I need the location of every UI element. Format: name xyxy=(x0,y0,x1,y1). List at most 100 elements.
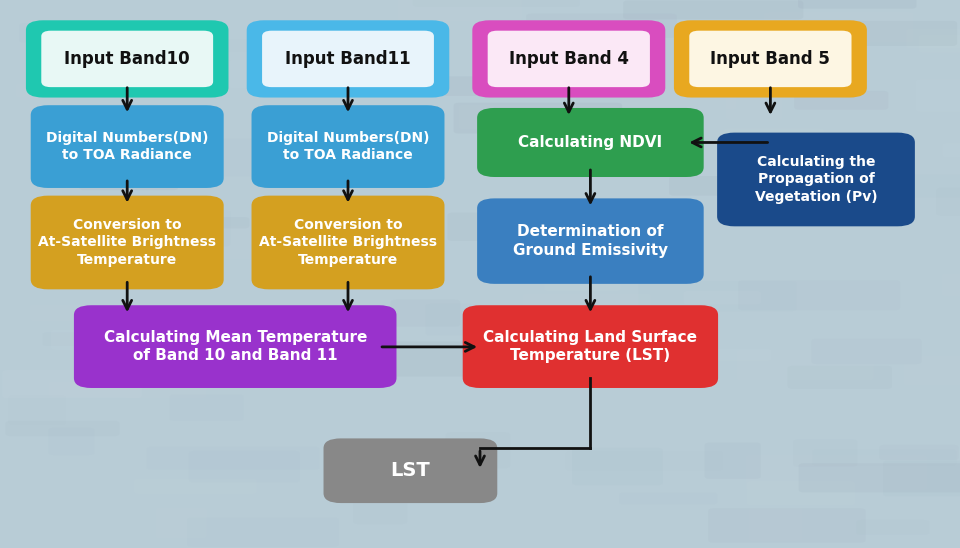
FancyBboxPatch shape xyxy=(916,79,960,112)
FancyBboxPatch shape xyxy=(799,463,960,493)
FancyBboxPatch shape xyxy=(77,210,230,247)
FancyBboxPatch shape xyxy=(631,216,782,246)
FancyBboxPatch shape xyxy=(31,105,224,188)
FancyBboxPatch shape xyxy=(156,507,206,538)
FancyBboxPatch shape xyxy=(41,31,213,87)
Text: Conversion to
At-Satellite Brightness
Temperature: Conversion to At-Satellite Brightness Te… xyxy=(259,218,437,267)
FancyBboxPatch shape xyxy=(169,395,244,421)
FancyBboxPatch shape xyxy=(150,246,210,276)
FancyBboxPatch shape xyxy=(526,14,677,38)
FancyBboxPatch shape xyxy=(26,20,228,98)
FancyBboxPatch shape xyxy=(477,198,704,284)
FancyBboxPatch shape xyxy=(715,349,772,361)
FancyBboxPatch shape xyxy=(247,20,449,98)
FancyBboxPatch shape xyxy=(522,294,651,315)
FancyBboxPatch shape xyxy=(2,370,142,398)
FancyBboxPatch shape xyxy=(57,65,186,97)
FancyBboxPatch shape xyxy=(749,507,803,541)
FancyBboxPatch shape xyxy=(477,108,704,177)
FancyBboxPatch shape xyxy=(689,31,852,87)
Text: Digital Numbers(DN)
to TOA Radiance: Digital Numbers(DN) to TOA Radiance xyxy=(267,131,429,162)
FancyBboxPatch shape xyxy=(99,37,170,49)
FancyBboxPatch shape xyxy=(324,438,497,503)
Text: Calculating Mean Temperature
of Band 10 and Band 11: Calculating Mean Temperature of Band 10 … xyxy=(104,330,367,363)
FancyBboxPatch shape xyxy=(187,517,339,547)
FancyBboxPatch shape xyxy=(943,143,960,157)
FancyBboxPatch shape xyxy=(425,304,475,335)
FancyBboxPatch shape xyxy=(592,55,632,81)
FancyBboxPatch shape xyxy=(927,45,960,61)
Text: Calculating NDVI: Calculating NDVI xyxy=(518,135,662,150)
FancyBboxPatch shape xyxy=(798,0,917,9)
FancyBboxPatch shape xyxy=(112,217,250,229)
FancyBboxPatch shape xyxy=(74,305,396,388)
FancyBboxPatch shape xyxy=(31,196,224,289)
Text: Calculating the
Propagation of
Vegetation (Pv): Calculating the Propagation of Vegetatio… xyxy=(755,155,877,204)
FancyBboxPatch shape xyxy=(747,481,855,505)
FancyBboxPatch shape xyxy=(42,332,156,346)
FancyBboxPatch shape xyxy=(883,461,960,496)
FancyBboxPatch shape xyxy=(736,350,874,380)
FancyBboxPatch shape xyxy=(846,21,957,46)
FancyBboxPatch shape xyxy=(329,56,411,83)
FancyBboxPatch shape xyxy=(30,304,136,322)
FancyBboxPatch shape xyxy=(684,291,761,305)
FancyBboxPatch shape xyxy=(669,176,802,196)
FancyBboxPatch shape xyxy=(906,28,960,49)
FancyBboxPatch shape xyxy=(572,448,663,485)
FancyBboxPatch shape xyxy=(726,96,782,120)
FancyBboxPatch shape xyxy=(229,60,359,88)
FancyBboxPatch shape xyxy=(619,492,717,505)
FancyBboxPatch shape xyxy=(48,428,94,455)
Text: Input Band 4: Input Band 4 xyxy=(509,50,629,68)
FancyBboxPatch shape xyxy=(378,32,507,48)
FancyBboxPatch shape xyxy=(674,20,867,98)
FancyBboxPatch shape xyxy=(493,349,643,378)
Text: Input Band 5: Input Band 5 xyxy=(710,50,830,68)
FancyBboxPatch shape xyxy=(351,76,506,96)
FancyBboxPatch shape xyxy=(262,31,434,87)
FancyBboxPatch shape xyxy=(183,343,334,381)
FancyBboxPatch shape xyxy=(350,279,417,293)
FancyBboxPatch shape xyxy=(488,31,650,87)
FancyBboxPatch shape xyxy=(459,105,619,129)
FancyBboxPatch shape xyxy=(252,105,444,188)
FancyBboxPatch shape xyxy=(481,154,603,170)
FancyBboxPatch shape xyxy=(219,225,345,260)
FancyBboxPatch shape xyxy=(544,271,621,292)
FancyBboxPatch shape xyxy=(373,341,484,376)
FancyBboxPatch shape xyxy=(746,45,801,76)
FancyBboxPatch shape xyxy=(794,91,888,110)
FancyBboxPatch shape xyxy=(189,451,300,482)
FancyBboxPatch shape xyxy=(252,196,444,289)
Text: Input Band10: Input Band10 xyxy=(64,50,190,68)
FancyBboxPatch shape xyxy=(80,158,179,190)
FancyBboxPatch shape xyxy=(100,153,179,182)
Text: Determination of
Ground Emissivity: Determination of Ground Emissivity xyxy=(513,224,668,258)
FancyBboxPatch shape xyxy=(354,283,487,317)
FancyBboxPatch shape xyxy=(447,213,596,241)
Text: LST: LST xyxy=(391,461,430,480)
FancyBboxPatch shape xyxy=(51,329,167,350)
Text: Calculating Land Surface
Temperature (LST): Calculating Land Surface Temperature (LS… xyxy=(484,330,697,363)
FancyBboxPatch shape xyxy=(489,59,594,81)
Text: Digital Numbers(DN)
to TOA Radiance: Digital Numbers(DN) to TOA Radiance xyxy=(46,131,208,162)
FancyBboxPatch shape xyxy=(919,35,960,53)
FancyBboxPatch shape xyxy=(856,520,929,535)
Text: Input Band11: Input Band11 xyxy=(285,50,411,68)
FancyBboxPatch shape xyxy=(793,439,857,467)
FancyBboxPatch shape xyxy=(472,20,665,98)
FancyBboxPatch shape xyxy=(353,495,407,524)
FancyBboxPatch shape xyxy=(553,349,677,361)
FancyBboxPatch shape xyxy=(708,508,866,543)
FancyBboxPatch shape xyxy=(454,103,622,134)
FancyBboxPatch shape xyxy=(724,128,824,157)
FancyBboxPatch shape xyxy=(705,443,761,479)
Text: Conversion to
At-Satellite Brightness
Temperature: Conversion to At-Satellite Brightness Te… xyxy=(38,218,216,267)
FancyBboxPatch shape xyxy=(538,212,643,237)
FancyBboxPatch shape xyxy=(124,376,206,398)
FancyBboxPatch shape xyxy=(134,478,257,494)
FancyBboxPatch shape xyxy=(463,305,718,388)
FancyBboxPatch shape xyxy=(903,356,960,386)
FancyBboxPatch shape xyxy=(717,133,915,226)
